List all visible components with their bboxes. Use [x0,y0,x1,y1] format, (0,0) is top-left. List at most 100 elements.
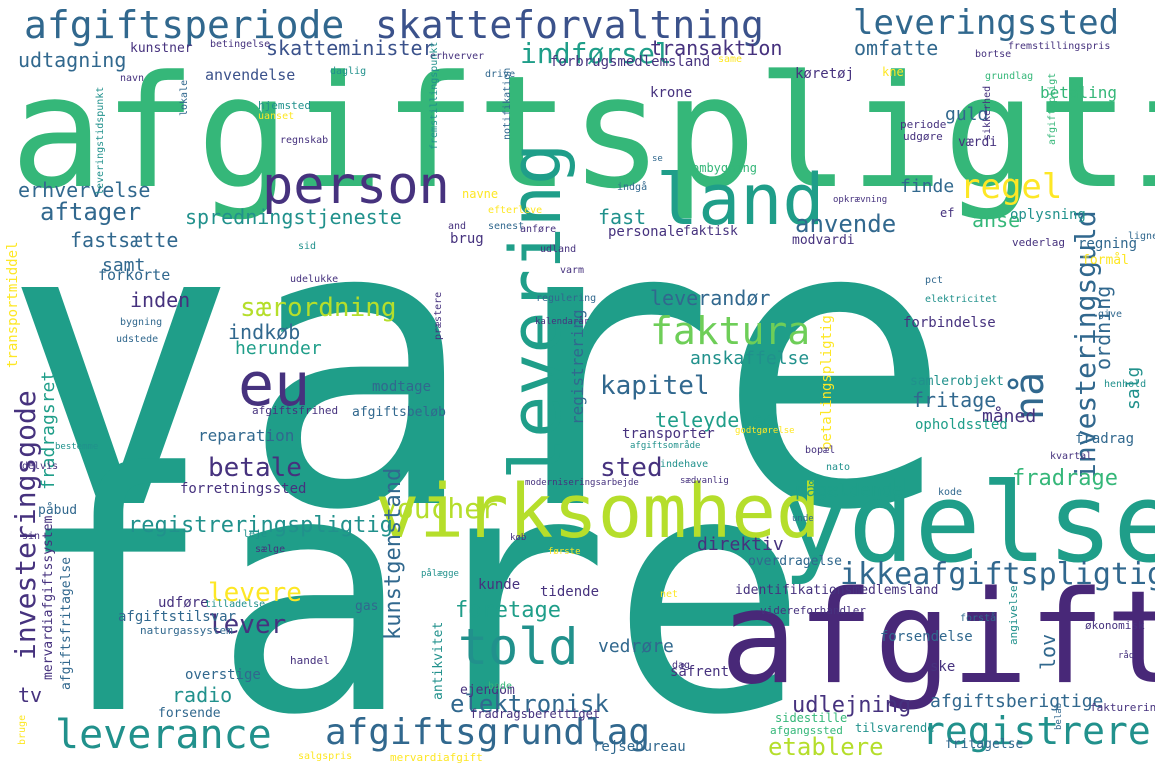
word-sted: sted [600,453,663,483]
word-foretage: foretage [455,598,561,623]
word-udfore: udføre [158,595,209,611]
word-faktisk: faktisk [683,224,738,239]
word-maned: måned [982,406,1037,427]
word-kapitel: kapitel [600,371,710,401]
word-betingelse: betingelse [210,39,271,50]
word-personale: personale [608,224,684,240]
word-formal: formål [1082,253,1129,268]
word-fremstillingspunkt: fremstillingspunkt [429,41,440,150]
word-sid: sid [298,241,317,252]
word-daglig: daglig [330,66,367,77]
word-sikkerhed: sikkerhed [982,85,993,140]
word-afgift: afgift [720,564,1155,713]
word-leverandor: leverandør [650,286,771,310]
word-erhverver: erhverver [430,51,485,62]
word-bortse: bortse [975,49,1012,60]
word-fritagelse: fritagelse [945,737,1024,752]
word-forretningssted: forretningssted [180,481,307,497]
word-afgiftsomrade: afgiftsområde [630,441,701,451]
word-anskaffelse: anskaffelse [690,348,810,369]
word-ombygning: ombygning [692,161,758,175]
word-ligne: ligne [1128,231,1155,242]
word-fast: fast [598,205,647,229]
word-forsendelse: forsendelse [880,629,973,645]
word-tv: tv [18,683,43,707]
word-modvardi: modvardi [792,233,855,248]
word-afgangssted: afgangssted [770,724,843,737]
word-pagaeldende: pågældende [795,480,904,501]
word-investeringsgode: investeringsgode [9,390,42,660]
word-lokale: lokale [179,79,190,116]
word-sin: sin [22,531,41,542]
word-leveringssted: leveringssted [853,3,1120,43]
word-fakturering: fakturering [1090,701,1155,714]
word-herunder: herunder [235,338,322,359]
word-bopael: bopæl [805,445,836,456]
word-drive: drive [485,69,516,80]
word-leveringstidspunkt: leveringstidspunkt [95,86,106,195]
word-transaktion: transaktion [650,36,783,60]
word-delvis: delvis [22,461,59,472]
word-faktura: faktura [650,309,811,353]
word-told: told [458,618,579,676]
word-ejendom: ejendom [460,683,515,698]
word-direktiv: direktiv [697,534,784,555]
word-angivelse: angivelse [1007,585,1020,645]
word-leverance: leverance [55,712,272,758]
word-radio: radio [172,683,233,707]
word-mervardiafgift: mervardiafgift [390,751,483,764]
word-dag: dag [672,660,691,671]
word-eu: eu [238,350,311,420]
word-rad: råd [1118,651,1135,661]
word-regning: regning [1078,236,1138,252]
word-krone: krone [650,85,693,101]
word-omfatte: omfatte [854,36,939,60]
word-tilsvarende: tilsvarende [855,721,935,735]
word-senest: senest [488,221,525,232]
word-vedrore: vedrøre [598,636,674,657]
word-udelukke: udelukke [290,274,339,285]
word-give: give [1098,309,1123,320]
word-elektronisk: elektronisk [450,690,609,718]
word-fradrag: fradrag [1075,431,1135,447]
word-udgore: udgøre [903,130,943,143]
word-navn: navn [120,73,145,84]
word-betalingspligtig: betalingspligtig [819,315,835,450]
word-reparation: reparation [198,426,295,445]
word-uanset: uanset [258,111,295,122]
word-oplysning: oplysning [1010,207,1086,223]
word-unde: unde [792,514,814,524]
word-afgiftsberigtige: afgiftsberigtige [930,691,1104,712]
word-ef: ef [940,206,955,220]
word-betale: betale [208,453,302,483]
word-brug: brug [450,231,484,247]
word-vederlag: vederlag [1012,236,1065,249]
word-same: same [718,54,743,65]
word-saelge: sælge [255,544,286,555]
word-forste: første [548,547,581,557]
word-registrere: registrere [922,709,1151,753]
word-voucher: voucher [380,492,499,525]
word-erhvervelse: erhvervelse [18,178,151,202]
word-saedvanlig: sædvanlig [680,476,729,486]
word-forsende: forsende [158,706,221,721]
word-fradragsret: fradragsret [38,370,59,490]
word-indforsel: indførsel [520,37,672,70]
word-moderniseringsarbejde: moderniseringsarbejde [525,478,639,488]
word-and: and [448,221,467,232]
word-indkob: indkøb [228,320,301,344]
word-nato: nato [826,462,851,473]
word-vare: vare [2,137,954,597]
word-regulering: regulering [536,293,597,304]
word-kne: kne [882,65,904,79]
word-indehave: indehave [660,459,709,470]
word-bruge: bruge [17,714,28,745]
word-efterleve: efterleve [488,205,543,216]
word-finde: finde [900,176,955,197]
word-anvendelse: anvendelse [205,66,296,84]
word-etablere: etablere [768,733,884,761]
word-pabud: påbud [38,503,78,518]
word-identifikationsmedlemsland: identifikationsmedlemsland [735,583,939,598]
word-ikkeafgiftspligtig: ikkeafgiftspligtig [840,557,1155,592]
